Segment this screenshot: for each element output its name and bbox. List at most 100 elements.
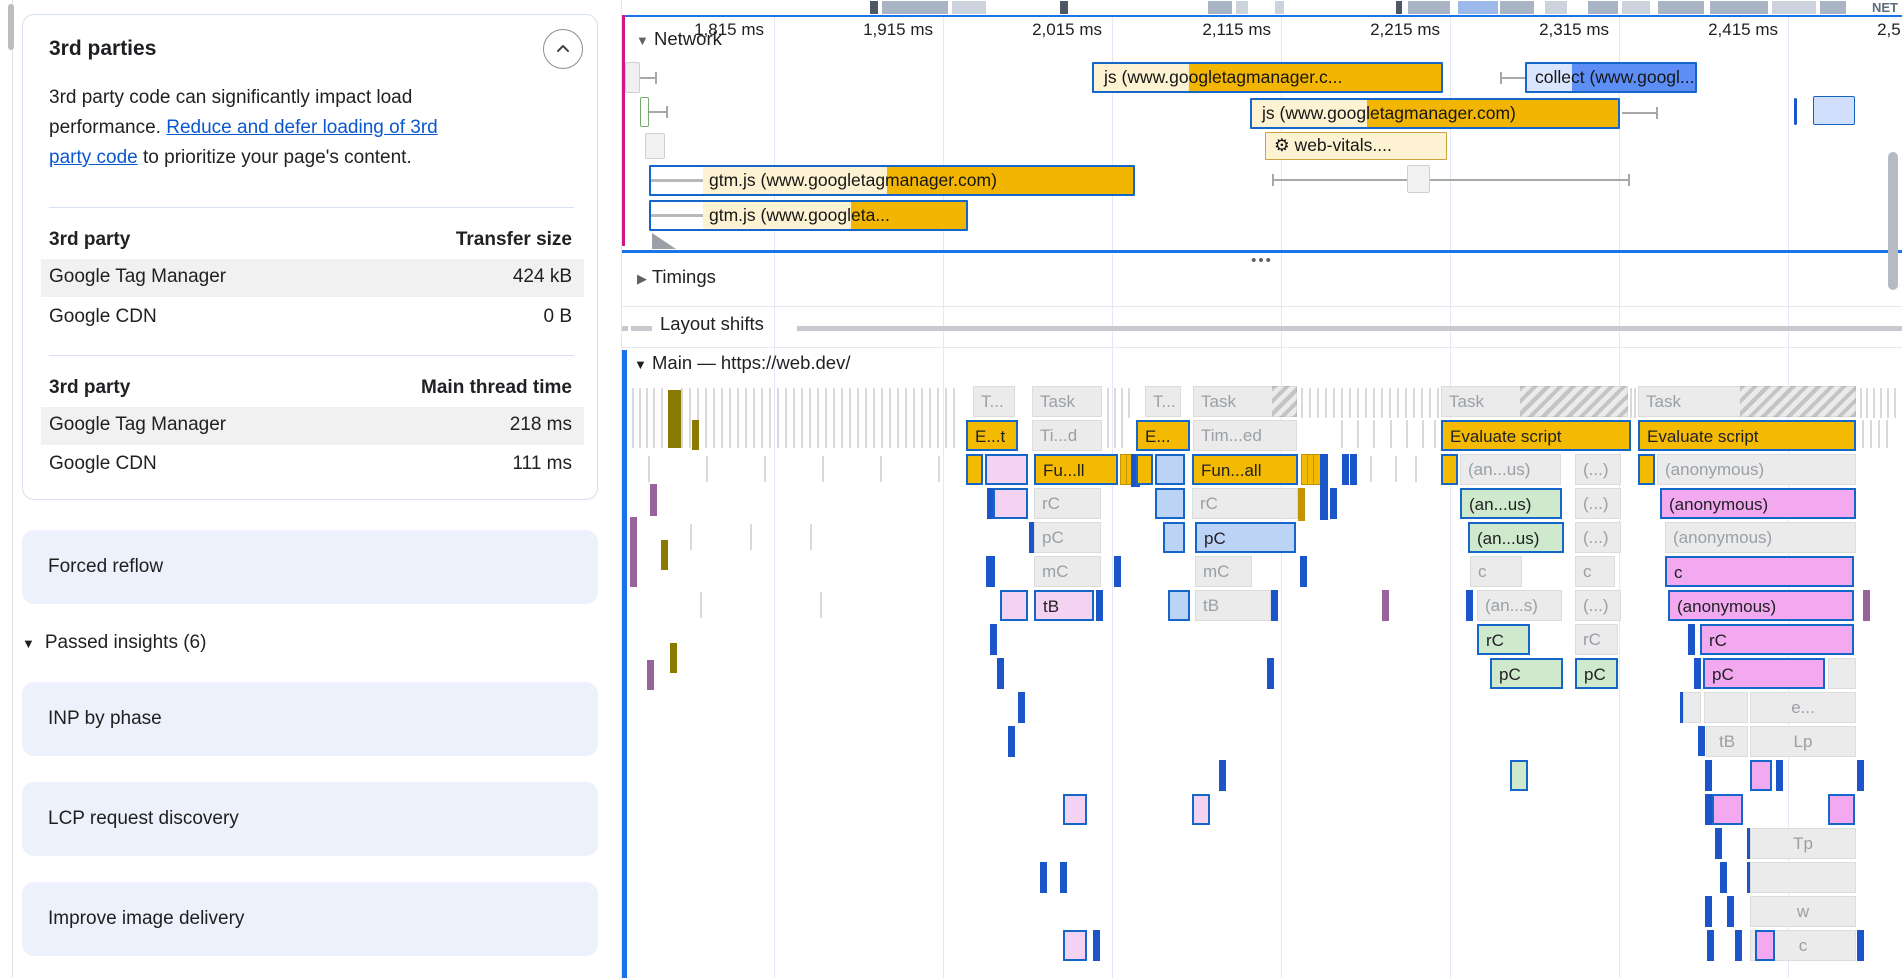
- flame-bar[interactable]: [1320, 454, 1328, 520]
- flame-bar[interactable]: [1000, 590, 1028, 621]
- flame-bar[interactable]: pC: [1195, 522, 1296, 553]
- flame-bar[interactable]: [1715, 828, 1722, 859]
- flame-bar[interactable]: [1163, 522, 1185, 553]
- flame-bar[interactable]: [1120, 454, 1129, 485]
- flame-bar[interactable]: [1638, 454, 1655, 485]
- flame-bar[interactable]: mC: [1034, 556, 1101, 587]
- flame-bar[interactable]: c: [1665, 556, 1854, 587]
- insight-inp-by-phase[interactable]: INP by phase: [22, 682, 598, 756]
- timings-track-header[interactable]: ▶ Timings: [637, 266, 716, 288]
- flame-bar[interactable]: [674, 390, 681, 448]
- flame-bar[interactable]: (anonymous): [1668, 590, 1854, 621]
- flame-bar[interactable]: [1114, 556, 1121, 587]
- flame-bar[interactable]: [1330, 488, 1337, 519]
- flame-bar[interactable]: [1093, 930, 1100, 961]
- network-request-fragment[interactable]: [645, 133, 665, 159]
- flame-bar[interactable]: [1705, 760, 1712, 791]
- flame-bar[interactable]: [1155, 454, 1185, 485]
- flame-bar[interactable]: [1828, 794, 1855, 825]
- flame-bar[interactable]: [1828, 658, 1856, 689]
- flame-bar[interactable]: [668, 390, 675, 448]
- flame-bar[interactable]: [1219, 760, 1226, 791]
- flame-bar[interactable]: [1776, 760, 1783, 791]
- flame-bar[interactable]: [1018, 692, 1025, 723]
- network-pane-divider[interactable]: [622, 250, 1902, 253]
- flame-bar[interactable]: E...t: [966, 420, 1018, 451]
- flame-bar[interactable]: mC: [1195, 556, 1252, 587]
- flame-bar[interactable]: [966, 454, 983, 485]
- flame-bar[interactable]: [1747, 828, 1754, 859]
- flame-bar[interactable]: [1863, 590, 1870, 621]
- network-request-fragment[interactable]: [1407, 165, 1430, 193]
- flame-bar[interactable]: [1063, 930, 1087, 961]
- flame-bar[interactable]: (an...s): [1477, 590, 1562, 621]
- flame-bar[interactable]: Ti...d: [1032, 420, 1102, 451]
- flame-bar[interactable]: tB: [1034, 590, 1094, 621]
- flame-bar[interactable]: [1307, 454, 1316, 485]
- flame-bar[interactable]: [1683, 692, 1701, 723]
- sidebar-scrollbar-thumb[interactable]: [8, 4, 14, 50]
- flame-bar[interactable]: [1008, 726, 1015, 757]
- flame-bar[interactable]: [1168, 590, 1190, 621]
- flame-bar[interactable]: [985, 454, 1028, 485]
- network-request[interactable]: gtm.js (www.googletagmanager.com): [649, 165, 1135, 196]
- flame-bar[interactable]: [993, 488, 1028, 519]
- flame-bar[interactable]: e...: [1750, 692, 1856, 723]
- flame-bar[interactable]: [1060, 862, 1067, 893]
- flame-bar[interactable]: [1096, 590, 1103, 621]
- flame-bar[interactable]: rC: [1192, 488, 1298, 519]
- flame-bar[interactable]: [1136, 454, 1153, 485]
- flame-bar[interactable]: [1735, 930, 1742, 961]
- flame-bar[interactable]: [997, 658, 1004, 689]
- flame-bar[interactable]: [1466, 590, 1473, 621]
- flame-bar[interactable]: [1705, 794, 1712, 825]
- flame-bar[interactable]: [1029, 522, 1036, 553]
- network-request[interactable]: ⚙ web-vitals....: [1265, 132, 1447, 160]
- flame-bar[interactable]: Task: [1193, 386, 1297, 417]
- table-row-third-party[interactable]: Google Tag Manager: [49, 414, 227, 435]
- flame-bar[interactable]: [1510, 760, 1528, 791]
- network-request-fragment[interactable]: [1813, 96, 1855, 125]
- flame-bar[interactable]: [1300, 556, 1307, 587]
- flame-bar[interactable]: [1720, 862, 1727, 893]
- flame-bar[interactable]: (an...us): [1460, 454, 1561, 485]
- flame-bar[interactable]: [1755, 930, 1775, 961]
- vertical-scrollbar-thumb[interactable]: [1888, 152, 1898, 290]
- table-row-third-party[interactable]: Google CDN: [49, 306, 157, 327]
- insight-improve-image-delivery[interactable]: Improve image delivery: [22, 882, 598, 956]
- flame-bar[interactable]: Fu...ll: [1034, 454, 1118, 485]
- flame-bar[interactable]: [661, 540, 668, 570]
- flame-bar[interactable]: (anonymous): [1660, 488, 1856, 519]
- flame-bar[interactable]: [630, 517, 637, 587]
- flame-bar[interactable]: [1441, 454, 1458, 485]
- flame-bar[interactable]: [1688, 624, 1695, 655]
- flame-bar[interactable]: Task: [1032, 386, 1102, 417]
- flame-bar[interactable]: [1857, 760, 1864, 791]
- flame-bar[interactable]: (...): [1575, 454, 1621, 485]
- table-row-third-party[interactable]: Google Tag Manager: [49, 266, 227, 287]
- network-request-fragment[interactable]: [1794, 98, 1797, 125]
- flame-bar[interactable]: [1750, 760, 1772, 791]
- network-request-fragment[interactable]: [640, 97, 649, 127]
- flame-bar[interactable]: [1267, 658, 1274, 689]
- flame-bar[interactable]: (anonymous): [1657, 454, 1856, 485]
- flame-bar[interactable]: Task: [1638, 386, 1856, 417]
- reduce-third-party-link[interactable]: party code: [49, 147, 138, 168]
- insight-forced-reflow[interactable]: Forced reflow: [22, 530, 598, 604]
- insight-lcp-request-discovery[interactable]: LCP request discovery: [22, 782, 598, 856]
- flame-bar[interactable]: [1298, 488, 1305, 521]
- flame-bar[interactable]: [1131, 454, 1140, 487]
- flame-bar[interactable]: [1313, 454, 1322, 485]
- flame-bar[interactable]: c: [1470, 556, 1522, 587]
- flame-bar[interactable]: pC: [1490, 658, 1563, 689]
- flame-bar[interactable]: rC: [1477, 624, 1530, 655]
- collapse-insight-button[interactable]: [543, 29, 583, 69]
- main-track-header[interactable]: ▼ Main — https://web.dev/: [634, 352, 850, 374]
- flame-bar[interactable]: [1192, 794, 1210, 825]
- flame-bar[interactable]: (an...us): [1460, 488, 1562, 519]
- flame-bar[interactable]: Tp: [1750, 828, 1856, 859]
- flame-bar[interactable]: (...): [1575, 522, 1621, 553]
- flame-bar[interactable]: Task: [1441, 386, 1628, 417]
- flame-bar[interactable]: [670, 643, 677, 673]
- flame-bar[interactable]: [1301, 454, 1310, 485]
